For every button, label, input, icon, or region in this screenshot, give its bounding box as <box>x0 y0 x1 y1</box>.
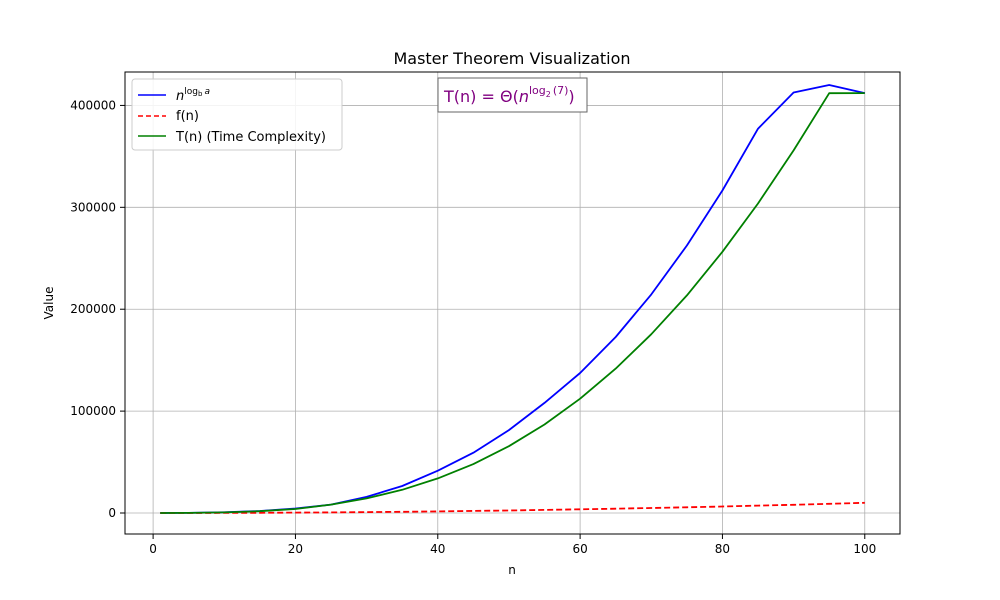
y-tick-label: 100000 <box>70 404 116 418</box>
y-axis-label: Value <box>42 287 56 320</box>
y-axis: 0 100000 200000 300000 400000 <box>70 98 125 520</box>
annotation: T(n) = Θ(nlog2 (7)) <box>437 77 588 113</box>
annotation-text: T(n) = Θ(nlog2 (7)) <box>443 84 575 106</box>
legend-label-series-2: f(n) <box>176 109 199 124</box>
y-tick-label: 300000 <box>70 200 116 214</box>
y-tick-label: 400000 <box>70 98 116 112</box>
legend-box <box>131 78 343 151</box>
series-line-3 <box>160 92 865 514</box>
x-tick-label: 60 <box>572 542 587 556</box>
x-tick-label: 0 <box>149 542 157 556</box>
chart-title: Master Theorem Visualization <box>393 49 630 68</box>
series-layer <box>160 84 865 514</box>
x-tick-label: 40 <box>430 542 445 556</box>
legend: nlogb a f(n) T(n) (Time Complexity) <box>131 78 343 151</box>
x-tick-label: 20 <box>288 542 303 556</box>
series-line-2 <box>160 501 865 514</box>
x-axis: 0 20 40 60 80 100 <box>149 534 876 556</box>
legend-label-series-3: T(n) (Time Complexity) <box>175 130 326 145</box>
y-tick-label: 0 <box>108 506 116 520</box>
x-axis-label: n <box>508 563 516 577</box>
annotation-box <box>437 77 588 113</box>
plot-frame <box>124 71 901 535</box>
x-tick-label: 80 <box>715 542 730 556</box>
y-tick-label: 200000 <box>70 302 116 316</box>
legend-label-series-1: nlogb a <box>176 87 210 104</box>
x-tick-label: 100 <box>853 542 876 556</box>
